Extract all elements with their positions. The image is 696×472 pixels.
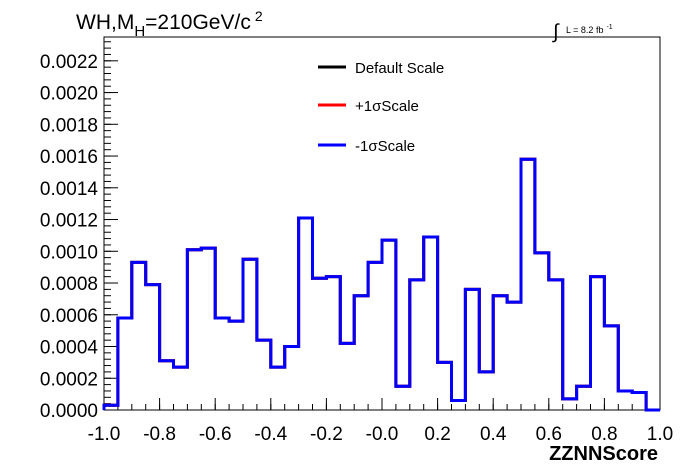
y-tick-label: 0.0020 xyxy=(40,84,98,105)
y-tick-label: 0.0008 xyxy=(40,274,98,295)
legend: Default Scale +1σScale -1σScale xyxy=(318,60,444,155)
lumi-integral: ∫ xyxy=(552,21,560,43)
chart-title: WH,MH=210GeV/c 2 xyxy=(76,8,263,40)
x-tick-label: -0.4 xyxy=(254,424,287,445)
x-tick-label: 0.8 xyxy=(591,424,617,445)
lumi-label: L = 8.2 fb -1 xyxy=(566,24,613,35)
y-tick-label: 0.0022 xyxy=(40,52,98,73)
y-tick-label: 0.0014 xyxy=(40,179,99,200)
x-tick-label: 1.0 xyxy=(647,424,673,445)
x-tick-label: 0.6 xyxy=(536,424,562,445)
legend-label: Default Scale xyxy=(355,60,444,77)
y-tick-label: 0.0010 xyxy=(40,242,98,263)
x-tick-label: 0.2 xyxy=(424,424,450,445)
x-tick-label: -0.6 xyxy=(199,424,232,445)
series-layer xyxy=(102,157,660,412)
y-tick-label: 0.0000 xyxy=(40,401,98,422)
y-tick-label: 0.0004 xyxy=(40,338,99,359)
y-tick-label: 0.0012 xyxy=(40,211,98,232)
x-tick-label: -0.2 xyxy=(310,424,343,445)
y-tick-label: 0.0006 xyxy=(40,306,98,327)
x-tick-label: -0.8 xyxy=(143,424,176,445)
lumi-superscript: -1 xyxy=(606,24,612,31)
x-tick-label: 0.4 xyxy=(480,424,507,445)
legend-label: -1σScale xyxy=(355,138,415,155)
x-axis-label: ZZNNScore xyxy=(549,443,658,465)
chart-title-superscript: 2 xyxy=(255,8,263,24)
y-axis: 0.0000 0.0002 0.0004 0.0006 0.0008 0.0010 0.00… xyxy=(40,41,118,422)
x-tick-label: -1.0 xyxy=(88,424,121,445)
y-tick-label: 0.0016 xyxy=(40,147,98,168)
x-tick-label: -0.0 xyxy=(366,424,399,445)
chart-title-rest: =210GeV/c xyxy=(145,11,251,34)
y-tick-label: 0.0002 xyxy=(40,369,98,390)
chart-title-subscript: H xyxy=(134,23,145,40)
x-axis: -1.0 -0.8 -0.6 -0.4 -0.2 -0.0 0.2 0.4 0.6 0.8 1.0 xyxy=(88,398,673,445)
legend-label: +1σScale xyxy=(355,98,419,115)
y-tick-label: 0.0018 xyxy=(40,115,98,136)
series-line-3 xyxy=(102,157,660,412)
